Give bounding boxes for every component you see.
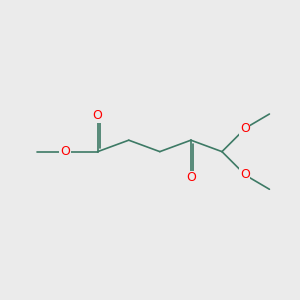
Text: O: O — [60, 145, 70, 158]
Text: O: O — [240, 122, 250, 135]
Text: O: O — [240, 168, 250, 181]
Text: O: O — [186, 171, 196, 184]
Text: O: O — [93, 109, 103, 122]
